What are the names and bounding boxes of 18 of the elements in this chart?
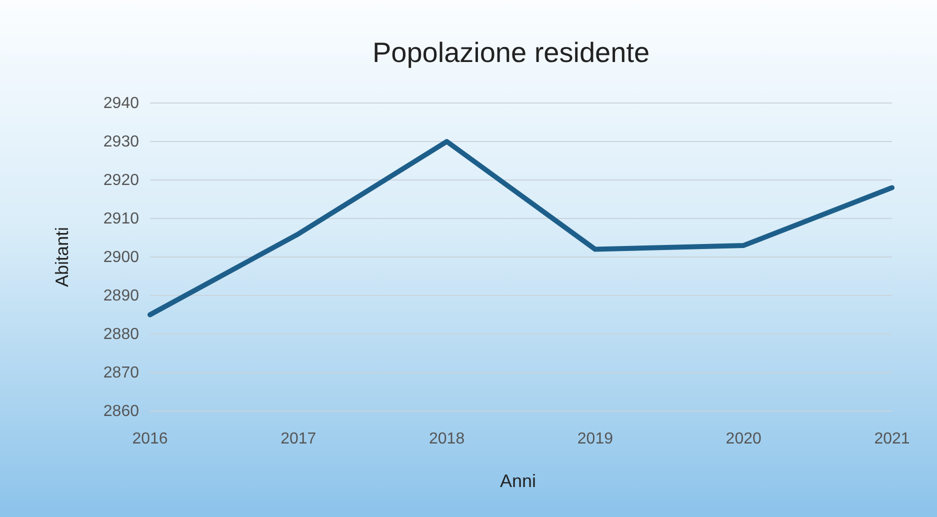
x-tick-label: 2019	[577, 430, 614, 448]
y-tick-label: 2920	[103, 172, 140, 190]
x-axis-title: Anni	[500, 471, 536, 491]
y-tick-label: 2870	[103, 364, 140, 382]
y-tick-label: 2940	[103, 95, 140, 112]
y-tick-label: 2890	[103, 288, 140, 305]
x-tick-label: 2018	[429, 430, 465, 448]
x-tick-label: 2016	[132, 430, 168, 448]
chart-title: Popolazione residente	[372, 37, 650, 68]
x-tick-label: 2020	[726, 430, 762, 448]
y-tick-label: 2880	[103, 326, 140, 344]
x-tick-label: 2017	[280, 430, 316, 448]
y-tick-label: 2910	[103, 210, 140, 228]
y-tick-label: 2900	[103, 249, 140, 266]
y-tick-label: 2860	[103, 403, 140, 420]
x-tick-label: 2021	[874, 430, 910, 448]
y-tick-label: 2930	[103, 134, 140, 151]
y-axis-title: Abitanti	[52, 226, 72, 288]
